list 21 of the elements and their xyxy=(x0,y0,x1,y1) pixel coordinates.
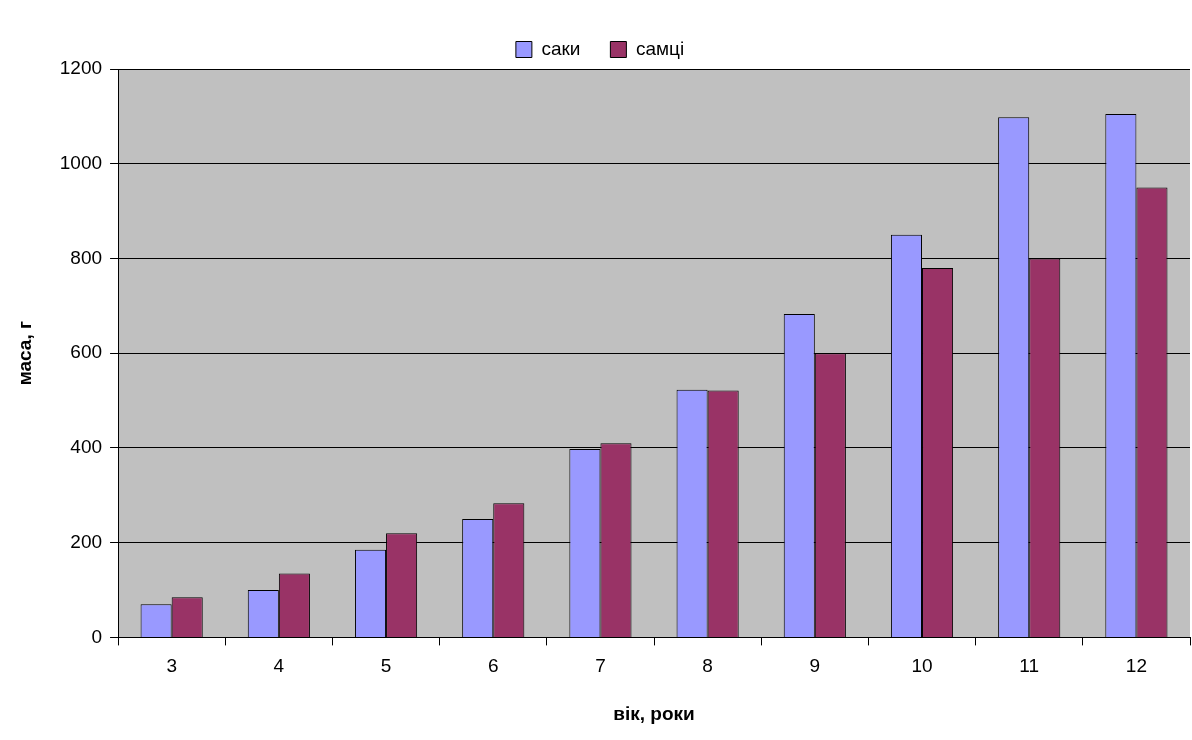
x-tick-label: 8 xyxy=(702,655,713,677)
y-tick-label: 600 xyxy=(70,341,103,363)
y-tick-label: 400 xyxy=(70,436,103,458)
x-tick-label: 3 xyxy=(166,655,177,677)
y-axis-title: маса, г xyxy=(13,321,35,386)
y-tick-label: 200 xyxy=(70,530,103,552)
y-tick-label: 1000 xyxy=(59,151,103,173)
legend-label: саки xyxy=(541,37,581,59)
legend-label: самці xyxy=(635,37,685,59)
y-tick-label: 0 xyxy=(91,625,103,647)
x-tick-label: 4 xyxy=(273,655,285,677)
x-tick-label: 5 xyxy=(380,655,392,677)
y-tick-label: 800 xyxy=(70,246,103,268)
x-tick-label: 10 xyxy=(911,655,933,677)
x-axis-title: вік, роки xyxy=(613,702,695,724)
y-tick-label: 1200 xyxy=(59,57,103,79)
x-tick-label: 9 xyxy=(809,655,821,677)
x-tick-label: 12 xyxy=(1125,655,1147,677)
x-tick-label: 7 xyxy=(595,655,606,677)
x-tick-label: 11 xyxy=(1019,655,1040,677)
x-tick-label: 6 xyxy=(487,655,499,677)
